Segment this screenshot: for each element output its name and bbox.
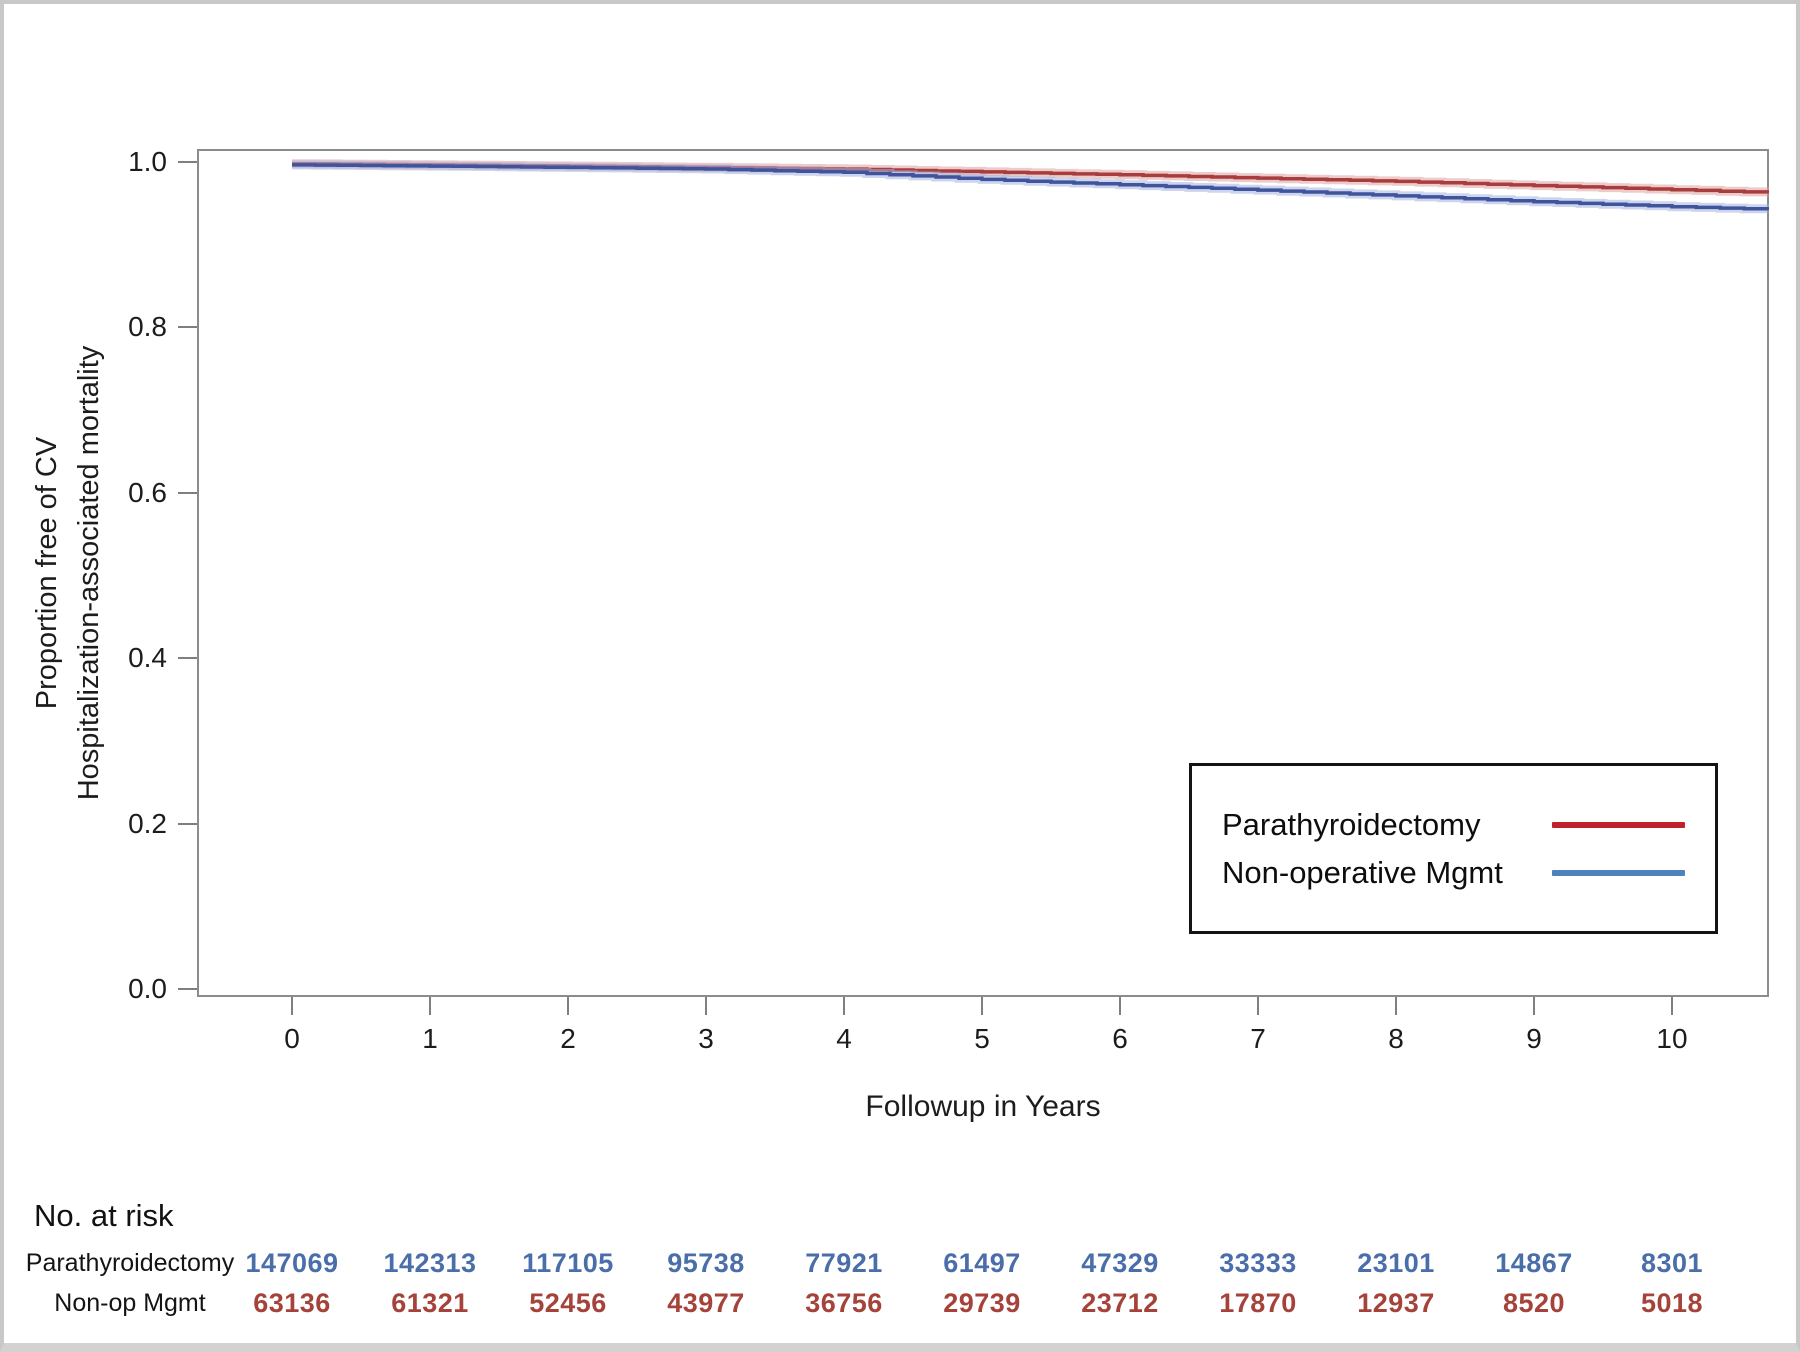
risk-value: 147069: [245, 1248, 339, 1278]
x-tick-label: 9: [1526, 1023, 1542, 1054]
legend-label-parathyroidectomy: Parathyroidectomy: [1222, 806, 1481, 842]
y-tick-label: 0.2: [128, 807, 167, 839]
y-tick-label: 0.0: [128, 973, 167, 1004]
risk-value: 14867: [1495, 1248, 1573, 1278]
x-tick: [1533, 997, 1535, 1015]
legend-line-non-operative: [1552, 869, 1685, 876]
x-tick: [981, 997, 983, 1015]
x-tick: [1395, 997, 1397, 1015]
x-tick: [705, 997, 707, 1015]
y-tick: [178, 491, 197, 494]
risk-value: 95738: [667, 1248, 745, 1278]
risk-value: 117105: [522, 1248, 614, 1278]
risk-value: 52456: [529, 1288, 607, 1318]
risk-value: 61497: [943, 1248, 1021, 1278]
y-axis-title-line2: Hospitalization-associated mortality: [73, 345, 105, 801]
x-tick-label: 10: [1656, 1023, 1688, 1054]
legend-line-parathyroidectomy: [1552, 821, 1685, 828]
y-tick: [178, 161, 197, 163]
km-curves: [292, 159, 1769, 214]
non-operative-curve: [292, 163, 1769, 211]
x-tick: [843, 997, 845, 1015]
y-tick-label: 0.6: [128, 476, 167, 508]
risk-value: 47329: [1081, 1248, 1159, 1278]
risk-value: 29739: [943, 1288, 1021, 1318]
y-tick-label: 1.0: [128, 146, 167, 177]
y-axis-title-line1: Proportion free of CV: [31, 436, 63, 710]
y-tick: [178, 822, 197, 825]
risk-row-label-non-op-mgmt: Non-op Mgmt: [54, 1289, 206, 1317]
x-tick-label: 2: [560, 1023, 576, 1054]
risk-value: 23101: [1357, 1248, 1435, 1278]
x-tick-label: 8: [1388, 1023, 1404, 1054]
x-axis-title: Followup in Years: [865, 1090, 1101, 1123]
legend-item-parathyroidectomy: Parathyroidectomy: [1222, 807, 1685, 843]
x-tick-label: 4: [836, 1023, 852, 1054]
legend-item-non-operative: Non-operative Mgmt: [1222, 855, 1685, 891]
x-tick-label: 3: [698, 1023, 714, 1054]
x-tick-label: 6: [1112, 1023, 1128, 1054]
x-tick-label: 0: [284, 1023, 300, 1054]
risk-value: 12937: [1357, 1288, 1435, 1318]
risk-value: 36756: [805, 1288, 883, 1318]
legend-label-non-operative: Non-operative Mgmt: [1222, 854, 1503, 890]
x-tick-label: 5: [974, 1023, 990, 1054]
y-tick-label: 0.4: [128, 642, 167, 674]
y-tick-label: 0.8: [128, 311, 167, 343]
risk-value: 77921: [805, 1248, 883, 1278]
risk-value: 63136: [253, 1288, 331, 1318]
x-tick-label: 7: [1250, 1023, 1266, 1054]
risk-row-label-parathyroidectomy: Parathyroidectomy: [25, 1249, 235, 1277]
risk-value: 61321: [391, 1288, 469, 1318]
x-tick: [1257, 997, 1259, 1015]
risk-value: 17870: [1219, 1288, 1297, 1318]
x-tick: [1671, 997, 1673, 1015]
legend-box: Parathyroidectomy Non-operative Mgmt: [1189, 763, 1718, 934]
y-tick: [178, 657, 197, 660]
risk-value: 8520: [1502, 1288, 1566, 1318]
risk-value: 23712: [1081, 1288, 1159, 1318]
x-tick-label: 1: [422, 1023, 438, 1054]
risk-value: 142313: [383, 1248, 477, 1278]
risk-value: 5018: [1640, 1288, 1704, 1318]
x-tick: [429, 997, 431, 1015]
y-axis-title: Proportion free of CV Hospitalization-as…: [26, 149, 110, 997]
risk-value: 8301: [1640, 1248, 1704, 1278]
x-tick: [291, 997, 293, 1015]
risk-table-title: No. at risk: [34, 1198, 174, 1233]
risk-value: 33333: [1219, 1248, 1297, 1278]
y-tick: [178, 988, 197, 990]
x-tick: [1119, 997, 1121, 1015]
x-tick: [567, 997, 569, 1015]
risk-value: 43977: [667, 1288, 745, 1318]
y-tick: [178, 326, 197, 329]
